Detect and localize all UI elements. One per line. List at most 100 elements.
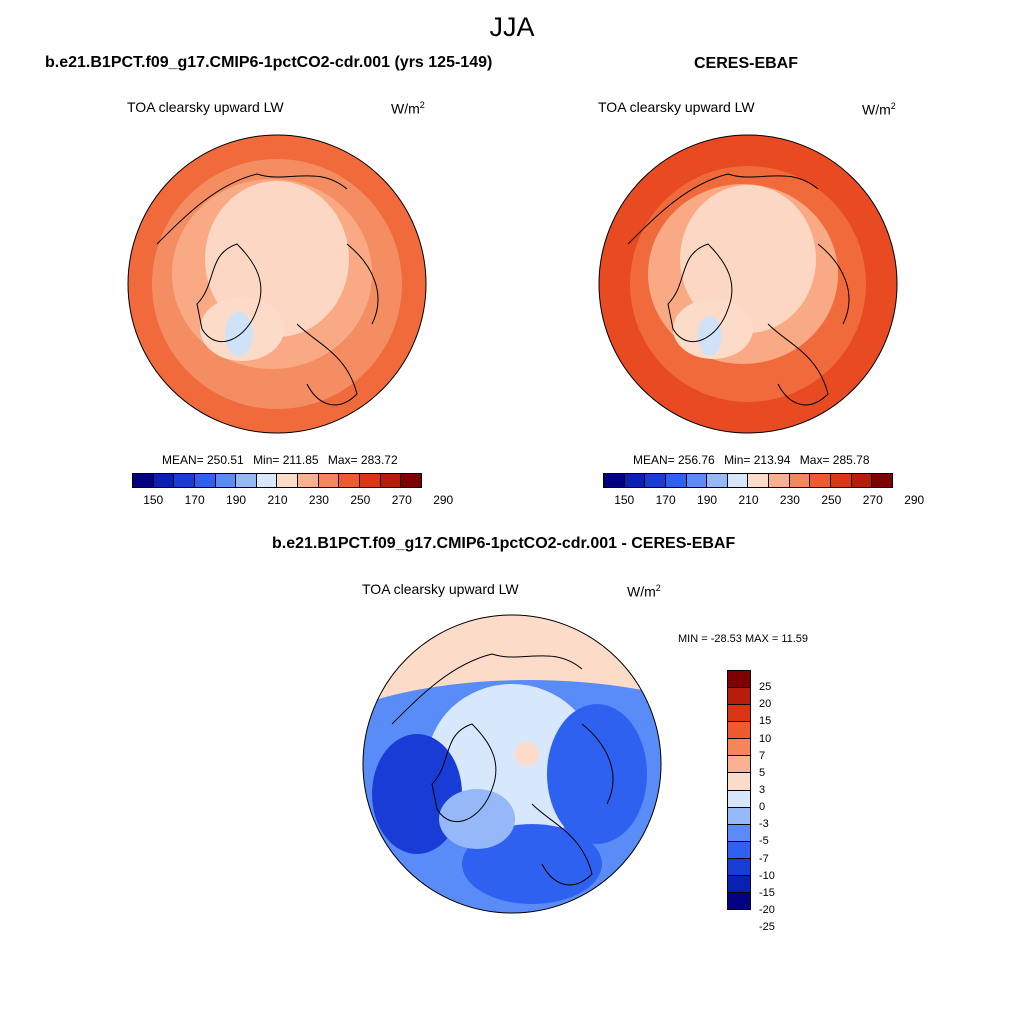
diff-colorbar-tick-label: 15 <box>759 715 772 728</box>
model-stats: MEAN= 250.51 Min= 211.85 Max= 283.72 <box>162 453 398 467</box>
obs-colorbar-tick-label: 150 <box>614 493 635 507</box>
season-title: JJA <box>489 12 535 42</box>
obs-colorbar-tick-label: 250 <box>821 493 842 507</box>
obs-colorbar-swatch <box>748 474 770 487</box>
obs-colorbar-tick-label: 210 <box>738 493 759 507</box>
map-shade-pole-warm <box>515 742 539 766</box>
obs-colorbar-swatch <box>872 474 892 487</box>
model-colorbar-swatch <box>215 474 237 487</box>
diff-colorbar-swatch <box>728 858 750 876</box>
obs-colorbar-swatch <box>810 474 832 487</box>
diff-colorbar-swatch <box>728 773 750 791</box>
diff-colorbar-tick-label: 0 <box>759 801 766 814</box>
diff-panel-title: b.e21.B1PCT.f09_g17.CMIP6-1pctCO2-cdr.00… <box>272 535 736 552</box>
obs-min: Min= 213.94 <box>724 453 791 467</box>
model-max: Max= 283.72 <box>327 453 398 467</box>
model-colorbar-swatch <box>277 474 299 487</box>
diff-colorbar-swatch <box>728 790 750 808</box>
coastlines <box>391 653 614 886</box>
model-colorbar-tick-label: 210 <box>267 493 288 507</box>
model-colorbar-tick-label: 150 <box>143 493 164 507</box>
coastlines <box>627 173 850 406</box>
model-colorbar <box>132 473 422 488</box>
diff-colorbar-tick-label: -15 <box>759 886 775 899</box>
diff-variable-label: TOA clearsky upward LW <box>362 581 519 597</box>
diff-colorbar-swatch <box>728 705 750 723</box>
obs-polar-map <box>598 134 898 434</box>
obs-colorbar-swatch <box>707 474 728 487</box>
model-colorbar-tick-label: 270 <box>391 493 412 507</box>
obs-stats: MEAN= 256.76 Min= 213.94 Max= 285.78 <box>633 453 870 467</box>
diff-colorbar-tick-label: -3 <box>759 818 769 831</box>
obs-colorbar-tick-label: 190 <box>697 493 718 507</box>
model-colorbar-swatch <box>236 474 257 487</box>
diff-colorbar-swatch <box>728 875 750 894</box>
model-colorbar-tick-label: 290 <box>433 493 454 507</box>
model-colorbar-tick-label: 170 <box>184 493 205 507</box>
map-shade-greenland <box>439 789 515 849</box>
model-colorbar-swatch <box>298 474 319 487</box>
diff-colorbar-tick-label: 3 <box>759 784 766 796</box>
diff-colorbar-tick-label: -10 <box>759 869 775 882</box>
obs-colorbar-tick-label: 290 <box>904 493 925 507</box>
diff-colorbar <box>727 670 751 910</box>
obs-max: Max= 285.78 <box>799 453 870 467</box>
diff-colorbar-swatch <box>728 841 750 859</box>
diff-colorbar-swatch <box>728 807 750 825</box>
obs-colorbar-tick-label: 270 <box>862 493 883 507</box>
model-units-label: W/m2 <box>391 100 425 117</box>
obs-panel-title: CERES-EBAF <box>694 55 799 72</box>
model-colorbar-swatch <box>194 474 216 487</box>
model-colorbar-swatch <box>133 474 154 487</box>
map-shade-west <box>372 734 462 854</box>
map-border <box>598 134 898 434</box>
model-colorbar-swatch <box>318 474 340 487</box>
diff-colorbar-swatch <box>728 671 750 689</box>
model-colorbar-swatch <box>380 474 402 487</box>
diff-colorbar-swatch <box>728 824 750 842</box>
obs-colorbar-swatch <box>789 474 811 487</box>
diff-colorbar-tick-label: 5 <box>759 766 766 779</box>
obs-colorbar-swatch <box>665 474 687 487</box>
diff-colorbar-swatch <box>728 739 750 757</box>
model-colorbar-swatch <box>256 474 278 487</box>
diff-colorbar-tick-label: -7 <box>759 852 769 865</box>
diff-colorbar-tick-label: -5 <box>759 835 769 848</box>
diff-stats: MIN = -28.53 MAX = 11.59 <box>678 633 809 645</box>
map-shade-east <box>547 704 647 844</box>
model-colorbar-swatch <box>339 474 361 487</box>
obs-colorbar-swatch <box>831 474 852 487</box>
map-border <box>362 614 662 914</box>
model-colorbar-tick-label: 190 <box>226 493 247 507</box>
map-shade-icecap <box>698 316 722 356</box>
diff-units-label: W/m2 <box>627 583 661 600</box>
obs-colorbar <box>603 473 893 488</box>
diff-colorbar-swatch <box>728 893 750 910</box>
diff-colorbar-swatch <box>728 756 750 774</box>
obs-colorbar-swatch <box>604 474 625 487</box>
diff-colorbar-tick-label: 20 <box>759 698 772 711</box>
diff-colorbar-swatch <box>728 722 750 740</box>
map-shade-arctic <box>680 185 816 333</box>
model-colorbar-swatch <box>174 474 195 487</box>
diff-colorbar-tick-label: -25 <box>759 921 775 934</box>
model-panel-title: b.e21.B1PCT.f09_g17.CMIP6-1pctCO2-cdr.00… <box>45 54 493 71</box>
obs-colorbar-swatch <box>727 474 749 487</box>
map-shade-icecap <box>225 312 253 356</box>
obs-colorbar-tick-label: 230 <box>779 493 800 507</box>
obs-colorbar-swatch <box>686 474 708 487</box>
diff-colorbar-swatch <box>728 688 750 706</box>
model-colorbar-swatch <box>401 474 421 487</box>
map-border <box>127 134 427 434</box>
diff-colorbar-tick-label: -20 <box>759 904 775 916</box>
diff-colorbar-tick-label: 7 <box>759 749 766 762</box>
model-colorbar-tick-label: 250 <box>350 493 371 507</box>
map-shade-upper-warm <box>363 615 661 704</box>
obs-colorbar-swatch <box>851 474 873 487</box>
diff-colorbar-tick-label: 10 <box>759 732 772 745</box>
obs-colorbar-swatch <box>645 474 666 487</box>
obs-colorbar-tick-label: 170 <box>655 493 676 507</box>
model-min: Min= 211.85 <box>253 453 319 467</box>
obs-variable-label: TOA clearsky upward LW <box>598 99 755 115</box>
model-variable-label: TOA clearsky upward LW <box>127 99 284 115</box>
